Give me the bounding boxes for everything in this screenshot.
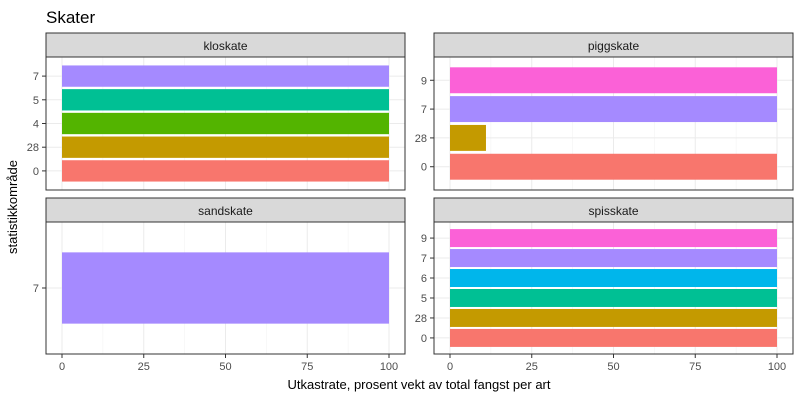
x-tick-label: 100 [380,361,398,373]
facet-kloskate: kloskate 0 28 4 5 7 [27,32,406,191]
bar-sandskate-7 [62,252,389,324]
x-tick-label: 50 [607,361,619,373]
bar-spisskate-7 [450,249,777,268]
bar-spisskate-0 [450,328,777,347]
y-tick-label: 7 [421,253,427,265]
y-tick-label: 7 [421,104,427,116]
facet-strip [433,197,794,223]
y-tick-label: 4 [33,119,39,131]
y-tick-label: 9 [421,233,427,245]
y-tick-label: 5 [33,95,39,107]
x-tick-label: 0 [447,361,453,373]
facet-sandskate: sandskate 7 0 25 50 75 100 [33,197,406,373]
x-tick-label: 100 [768,361,786,373]
bar-spisskate-28 [450,308,777,327]
facet-strip [433,32,794,58]
y-tick-label: 0 [421,333,427,345]
y-tick-label: 9 [421,75,427,87]
x-tick-label: 25 [138,361,150,373]
bar-kloskate-28 [62,136,389,158]
y-axis-label: statistikkområde [5,160,20,254]
bar-spisskate-9 [450,229,777,248]
facet-strip-label: piggskate [588,39,640,53]
y-tick-label: 0 [421,162,427,174]
bar-spisskate-6 [450,269,777,288]
y-tick-label: 28 [27,142,39,154]
x-tick-label: 25 [526,361,538,373]
bar-piggskate-28 [450,124,486,151]
y-tick-label: 7 [33,71,39,83]
y-tick-label: 0 [33,166,39,178]
bar-piggskate-7 [450,96,777,123]
facet-strip-label: kloskate [203,39,247,53]
facet-panels: kloskate 0 28 4 5 7 piggskate 0 28 7 9 sandskate 7 0 2… [27,32,794,373]
y-tick-label: 7 [33,283,39,295]
x-tick-label: 0 [59,361,65,373]
bar-spisskate-5 [450,288,777,307]
facet-strip [45,32,406,58]
y-tick-label: 28 [415,133,427,145]
bar-piggskate-0 [450,153,777,180]
bar-kloskate-7 [62,65,389,87]
facet-strip-label: sandskate [198,204,253,218]
x-tick-label: 50 [219,361,231,373]
panel-border [433,56,794,191]
x-axis-label: Utkastrate, prosent vekt av total fangst… [287,377,550,392]
y-tick-label: 6 [421,273,427,285]
facet-piggskate: piggskate 0 28 7 9 [415,32,794,191]
facet-strip-label: spisskate [588,204,638,218]
y-tick-label: 28 [415,313,427,325]
bar-kloskate-4 [62,112,389,135]
x-tick-label: 75 [301,361,313,373]
chart-title: Skater [46,8,95,27]
panel-border [45,56,406,191]
y-tick-label: 5 [421,293,427,305]
bar-kloskate-0 [62,160,389,182]
bar-piggskate-9 [450,67,777,94]
x-tick-label: 75 [689,361,701,373]
bar-kloskate-5 [62,89,389,111]
